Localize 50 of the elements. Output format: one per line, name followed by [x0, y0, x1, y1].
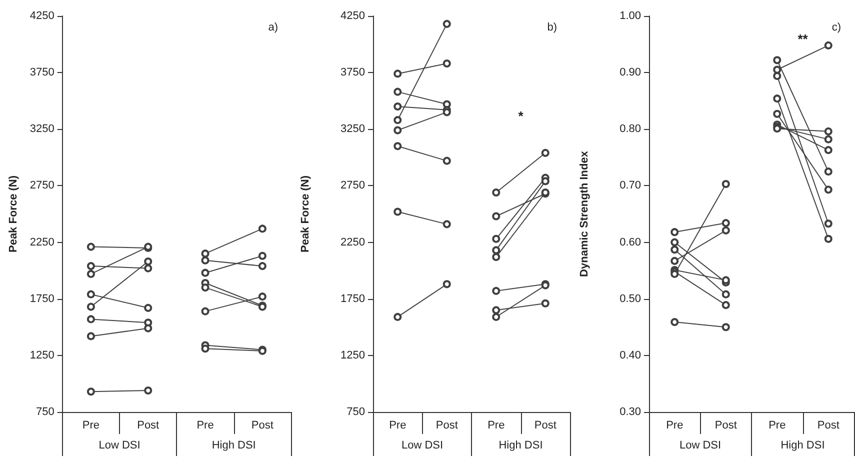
y-tick-label: 0.30 [620, 406, 641, 418]
y-tick-label: 3750 [340, 66, 365, 79]
y-tick-label: 2250 [30, 236, 54, 248]
x-tick-label: Pre [196, 420, 214, 432]
text: High DSI [498, 440, 543, 452]
y-tick-label: 1250 [30, 349, 54, 362]
y-tick-label: 1250 [340, 349, 365, 362]
x-tick-label: Post [251, 420, 274, 432]
y-axis-title: Dynamic Strength Index [578, 150, 590, 277]
y-tick-label: 0.70 [620, 180, 641, 192]
x-tick-label: Post [436, 420, 458, 432]
y-tick-label: 750 [346, 406, 365, 418]
y-tick-label: 750 [36, 406, 54, 418]
annotation: * [518, 108, 524, 124]
y-axis-title: Peak Force (N) [8, 175, 20, 253]
y-tick-label: 0.80 [620, 123, 641, 136]
annotation: a) [268, 22, 278, 34]
x-tick-label: Post [137, 420, 160, 432]
y-tick-label: 0.50 [620, 292, 641, 305]
x-tick-label: Post [714, 420, 737, 432]
y-tick-label: 2750 [340, 180, 365, 192]
annotation: ** [798, 32, 809, 46]
y-tick-label: 3250 [340, 123, 365, 136]
y-tick-label: 3250 [30, 123, 54, 136]
y-tick-label: 2250 [340, 236, 365, 248]
y-tick-label: 0.40 [620, 349, 641, 362]
annotation: b) [547, 22, 557, 34]
y-axis-title: Peak Force (N) [300, 175, 312, 253]
x-tick-label: Post [817, 420, 840, 432]
text: Low DSI [401, 440, 444, 452]
y-tick-label: 2750 [30, 180, 54, 192]
x-tick-label: Pre [768, 420, 786, 432]
text: High DSI [780, 440, 825, 452]
x-tick-label: Post [534, 420, 556, 432]
annotation: c) [832, 22, 842, 34]
y-tick-label: 4250 [30, 10, 54, 22]
text: High DSI [212, 440, 256, 452]
x-tick-label: Pre [666, 420, 684, 432]
y-tick-label: 3750 [30, 66, 54, 79]
text: Low DSI [98, 440, 140, 452]
y-tick-label: 1750 [340, 292, 365, 305]
text: Low DSI [679, 440, 722, 452]
y-tick-label: 0.60 [620, 236, 641, 248]
y-tick-label: 0.90 [620, 66, 641, 79]
y-tick-label: 1.00 [620, 10, 641, 22]
y-tick-label: 4250 [340, 10, 365, 22]
x-tick-label: Pre [82, 420, 100, 432]
y-tick-label: 1750 [30, 292, 54, 305]
x-tick-label: Pre [389, 420, 406, 432]
x-tick-label: Pre [488, 420, 505, 432]
